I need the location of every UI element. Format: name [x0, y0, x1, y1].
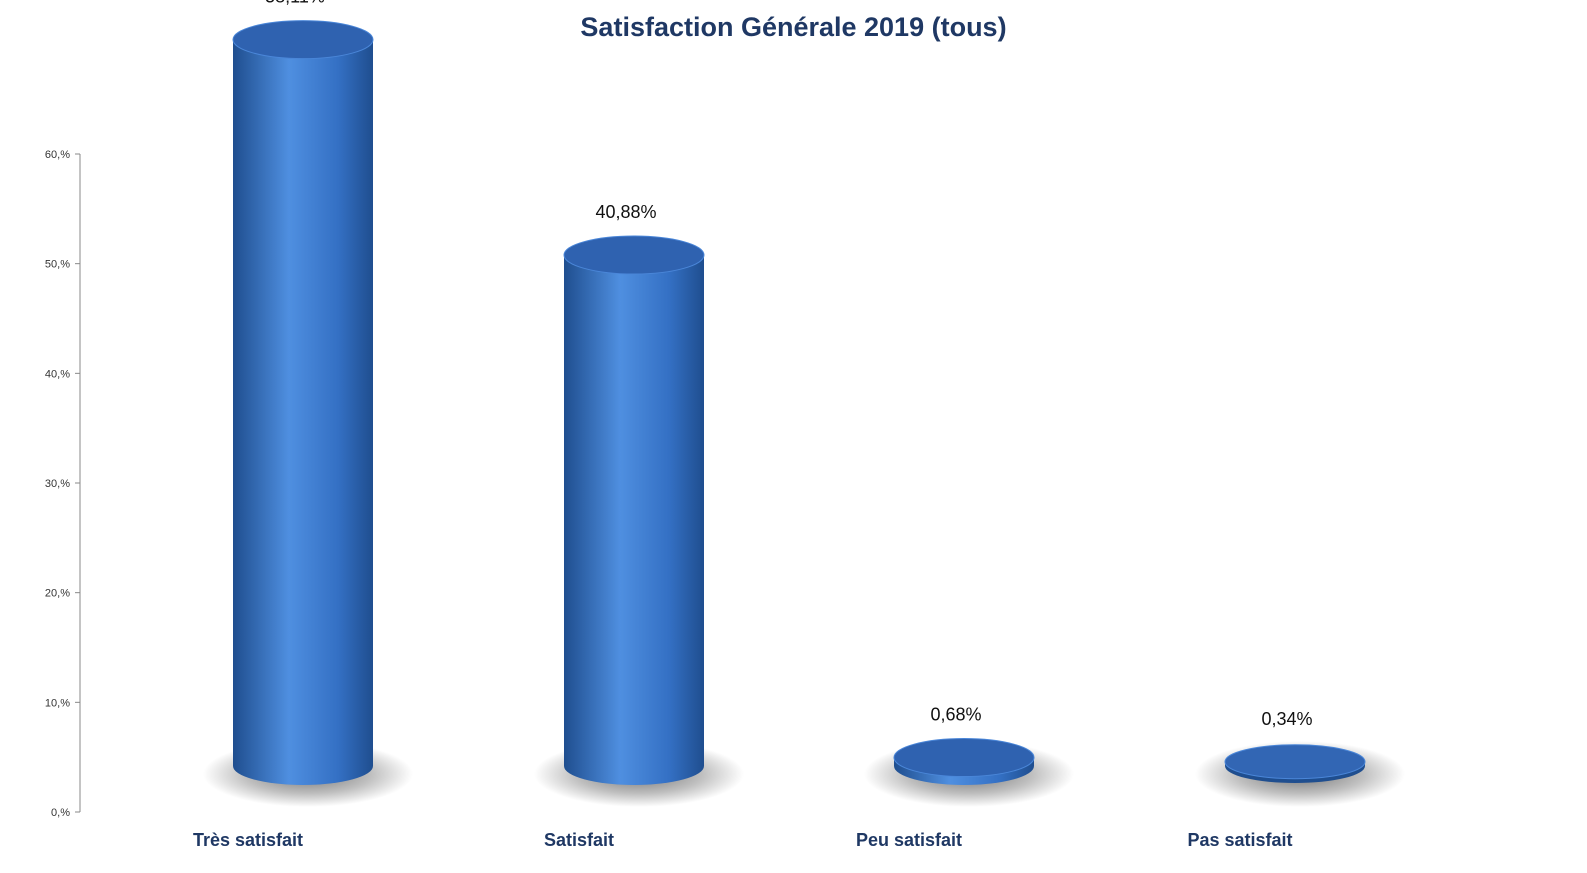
y-tick-label: 40,% — [45, 368, 70, 380]
category-label: Pas satisfait — [1187, 830, 1292, 850]
bar-body — [233, 39, 373, 785]
bar-2 — [563, 235, 705, 785]
data-label: 0,68% — [930, 705, 981, 725]
bar-top — [893, 738, 1035, 777]
y-tick-label: 50,% — [45, 259, 70, 271]
bar-4 — [1224, 744, 1366, 783]
y-tick-label: 0,% — [51, 807, 70, 819]
chart-title: Satisfaction Générale 2019 (tous) — [580, 12, 1007, 42]
category-label: Peu satisfait — [856, 830, 962, 850]
y-tick-label: 30,% — [45, 478, 70, 490]
bar-body — [564, 255, 704, 785]
category-label: Très satisfait — [193, 830, 303, 850]
bar-1 — [232, 20, 374, 785]
data-label: 40,88% — [595, 202, 656, 222]
bar-top — [1224, 744, 1366, 780]
y-tick-label: 10,% — [45, 697, 70, 709]
data-label: 0,34% — [1261, 709, 1312, 729]
category-label: Satisfait — [544, 830, 614, 850]
bar-top — [232, 20, 374, 60]
bar-3 — [893, 738, 1035, 785]
data-label: 58,11% — [265, 0, 325, 7]
y-tick-label: 20,% — [45, 588, 70, 600]
y-tick-label: 60,% — [45, 149, 70, 161]
bar-top — [563, 235, 705, 275]
